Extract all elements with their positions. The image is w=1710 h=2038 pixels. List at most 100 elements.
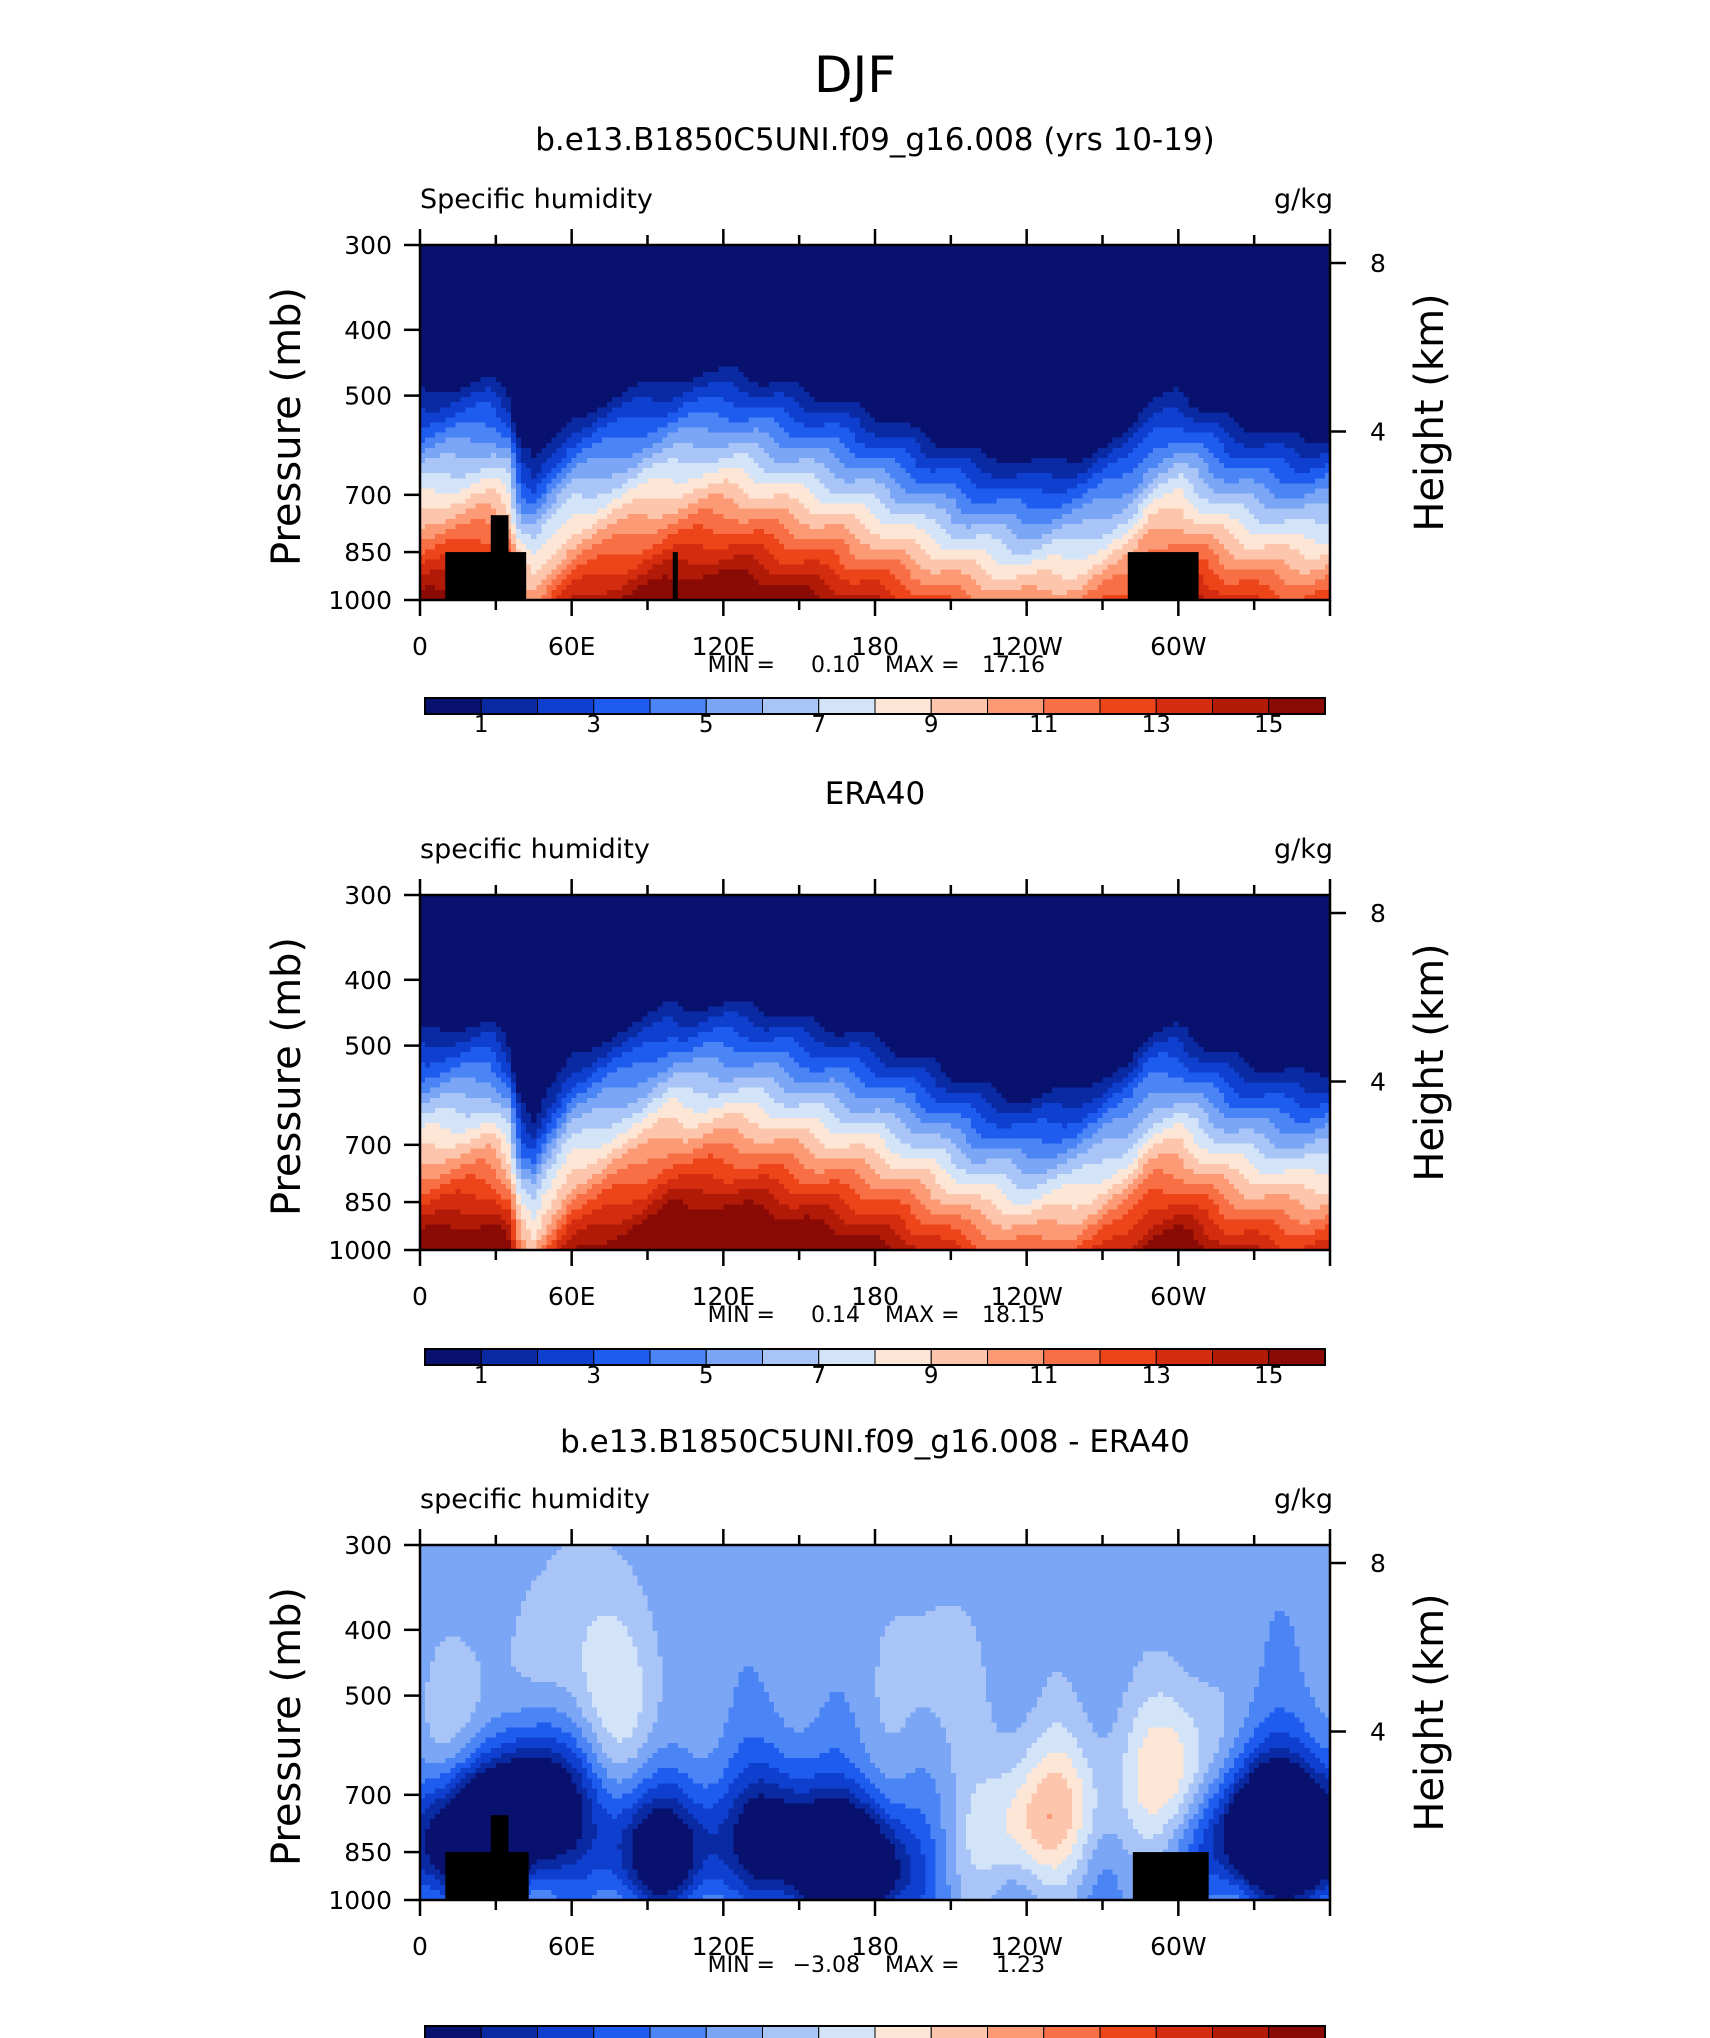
- contour-cell: [471, 377, 477, 383]
- contour-cell: [471, 488, 477, 494]
- contour-cell: [471, 504, 477, 510]
- contour-cell: [466, 316, 472, 322]
- contour-cell: [455, 417, 461, 423]
- contour-cell: [496, 473, 502, 479]
- contour-cell: [445, 316, 451, 322]
- contour-cell: [491, 346, 497, 352]
- contour-cell: [435, 448, 441, 454]
- contour-cell: [430, 407, 436, 413]
- contour-cell: [481, 448, 487, 454]
- contour-cell: [476, 407, 482, 413]
- contour-cell: [496, 291, 502, 297]
- contour-cell: [445, 402, 451, 408]
- contour-cell: [496, 468, 502, 474]
- contour-cell: [455, 336, 461, 342]
- contour-cell: [445, 321, 451, 327]
- contour-cell: [496, 336, 502, 342]
- contour-cell: [481, 321, 487, 327]
- contour-cell: [476, 468, 482, 474]
- contour-cell: [471, 448, 477, 454]
- contour-cell: [425, 428, 431, 434]
- contour-cell: [430, 443, 436, 449]
- contour-cell: [496, 453, 502, 459]
- contour-cell: [440, 463, 446, 469]
- contour-cell: [455, 443, 461, 449]
- contour-cell: [450, 291, 456, 297]
- contour-cell: [445, 417, 451, 423]
- contour-cell: [471, 387, 477, 393]
- contour-cell: [455, 362, 461, 368]
- contour-cell: [450, 377, 456, 383]
- contour-cell: [481, 367, 487, 373]
- contour-cell: [491, 326, 497, 332]
- contour-cell: [491, 438, 497, 444]
- contour-cell: [471, 392, 477, 398]
- contour-cell: [440, 377, 446, 383]
- contour-cell: [486, 463, 492, 469]
- contour-cell: [440, 524, 446, 530]
- contour-cell: [466, 509, 472, 515]
- contour-cell: [476, 534, 482, 540]
- contour-cell: [425, 291, 431, 297]
- contour-cell: [460, 412, 466, 418]
- contour-cell: [476, 296, 482, 302]
- contour-cell: [466, 362, 472, 368]
- contour-cell: [471, 529, 477, 535]
- contour-cell: [430, 590, 436, 596]
- contour-cell: [430, 352, 436, 358]
- contour-cell: [425, 250, 431, 256]
- contour-cell: [455, 529, 461, 535]
- contour-cell: [491, 260, 497, 266]
- contour-cell: [425, 275, 431, 281]
- contour-cell: [425, 301, 431, 307]
- contour-cell: [476, 326, 482, 332]
- contour-cell: [455, 397, 461, 403]
- contour-cell: [435, 407, 441, 413]
- contour-cell: [430, 524, 436, 530]
- contour-cell: [476, 433, 482, 439]
- contour-cell: [425, 306, 431, 312]
- contour-cell: [450, 534, 456, 540]
- contour-cell: [496, 296, 502, 302]
- contour-cell: [445, 341, 451, 347]
- contour-cell: [491, 281, 497, 287]
- contour-cell: [440, 326, 446, 332]
- contour-cell: [476, 448, 482, 454]
- contour-cell: [435, 549, 441, 555]
- contour-cell: [440, 412, 446, 418]
- contour-cell: [481, 402, 487, 408]
- contour-cell: [476, 483, 482, 489]
- contour-cell: [460, 362, 466, 368]
- contour-cell: [471, 286, 477, 292]
- contour-cell: [435, 544, 441, 550]
- contour-cell: [466, 468, 472, 474]
- contour-cell: [435, 524, 441, 530]
- contour-cell: [496, 352, 502, 358]
- contour-cell: [460, 341, 466, 347]
- contour-cell: [430, 270, 436, 276]
- contour-cell: [460, 423, 466, 429]
- contour-cell: [476, 311, 482, 317]
- contour-cell: [450, 529, 456, 535]
- contour-cell: [471, 367, 477, 373]
- contour-cell: [430, 397, 436, 403]
- contour-cell: [450, 346, 456, 352]
- contour-cell: [435, 336, 441, 342]
- contour-cell: [425, 346, 431, 352]
- contour-cell: [476, 478, 482, 484]
- contour-cell: [486, 438, 492, 444]
- contour-cell: [440, 585, 446, 591]
- contour-cell: [481, 362, 487, 368]
- contour-cell: [425, 590, 431, 596]
- contour-cell: [491, 448, 497, 454]
- contour-cell: [425, 357, 431, 363]
- contour-cell: [445, 281, 451, 287]
- contour-cell: [450, 341, 456, 347]
- contour-cell: [481, 387, 487, 393]
- contour-cell: [450, 473, 456, 479]
- contour-cell: [425, 549, 431, 555]
- contour-cell: [491, 397, 497, 403]
- contour-cell: [455, 534, 461, 540]
- contour-cell: [476, 352, 482, 358]
- contour-cell: [481, 468, 487, 474]
